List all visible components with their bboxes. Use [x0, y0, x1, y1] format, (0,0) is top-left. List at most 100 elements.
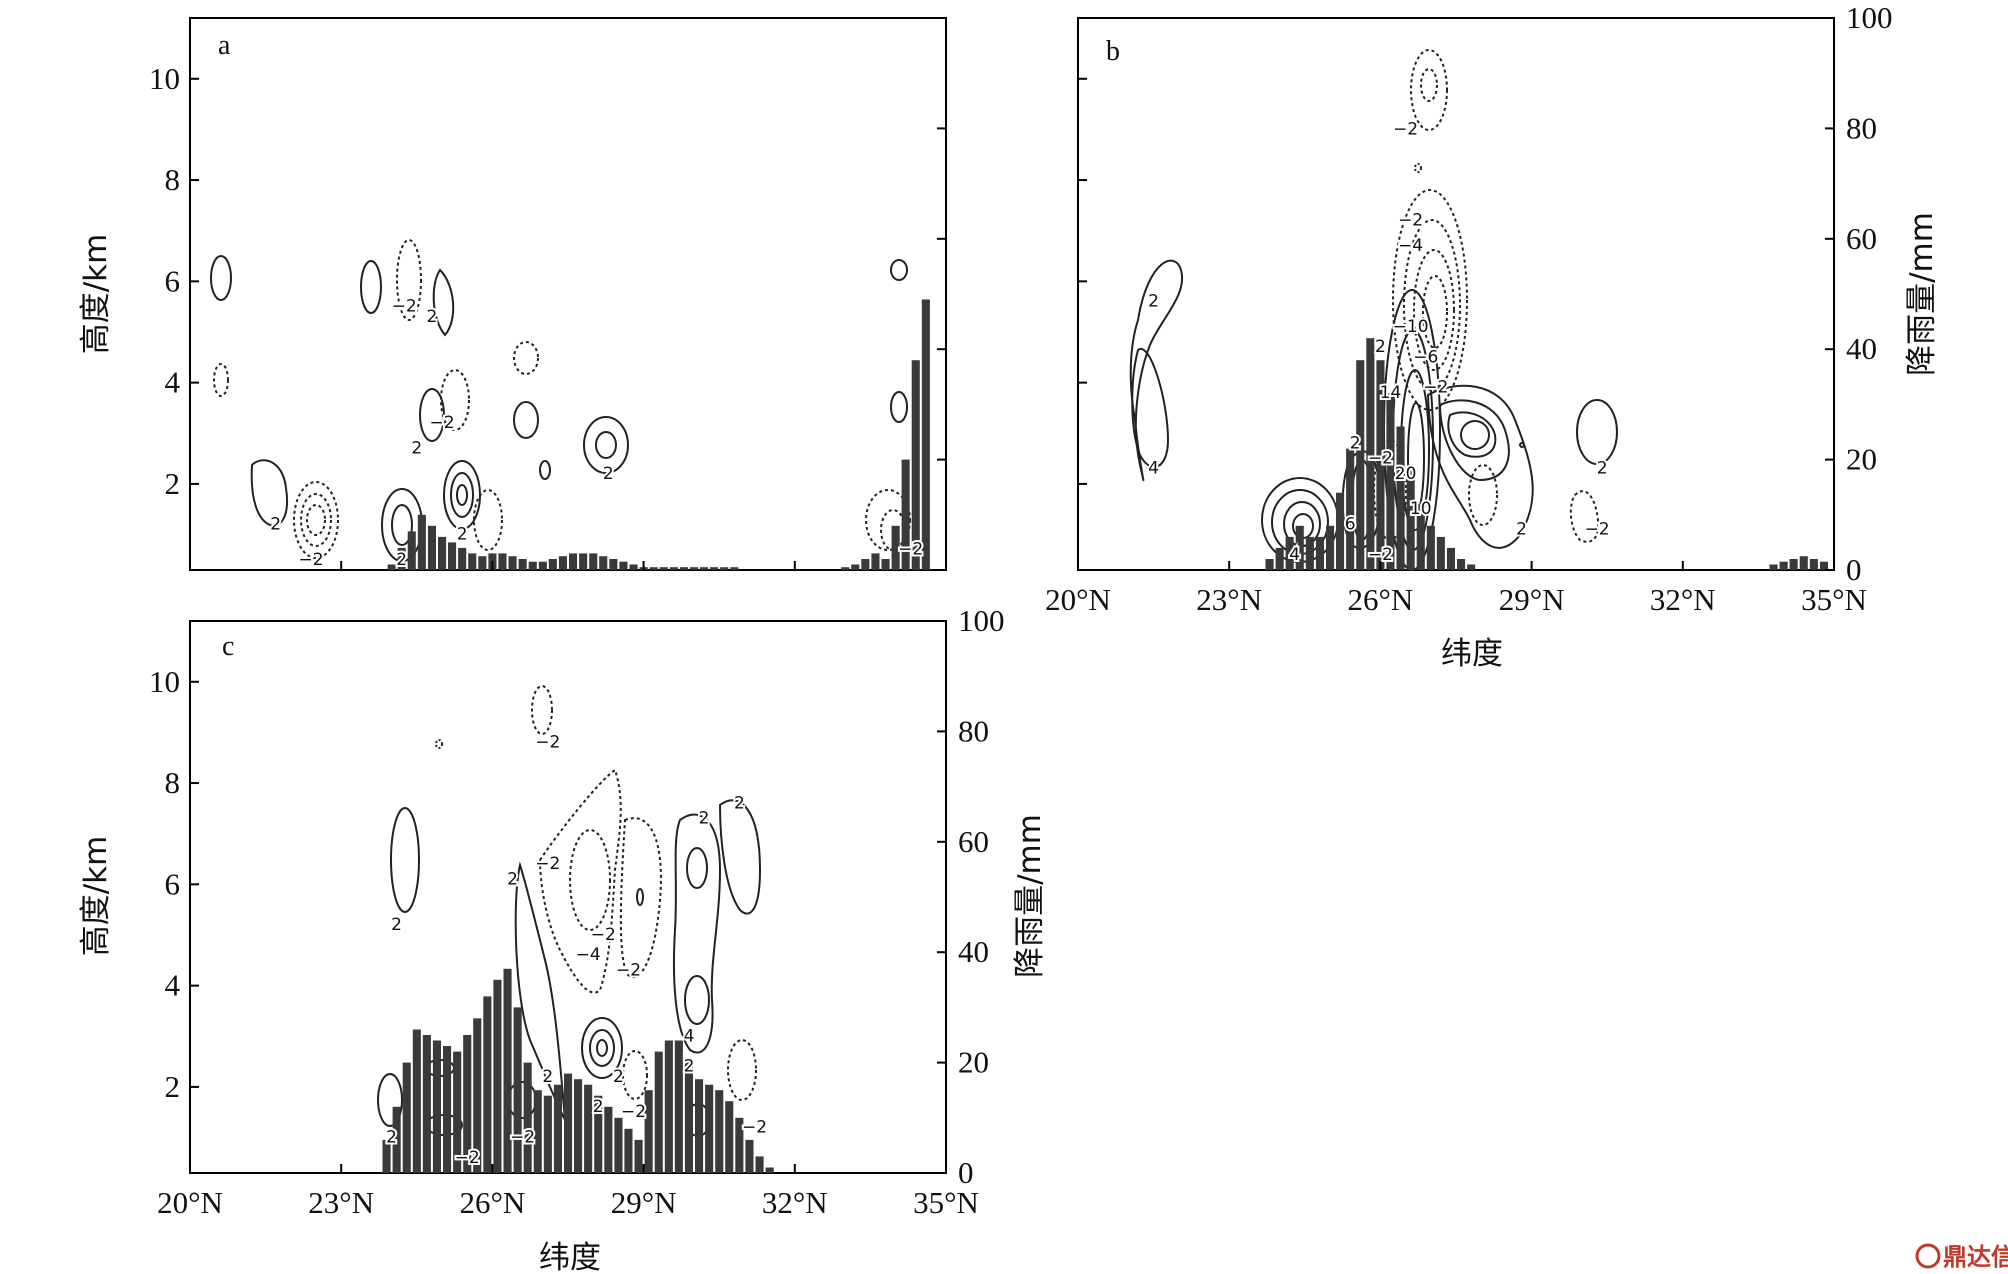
- y2-tick-label: 40: [1846, 331, 1877, 366]
- rain-bar: [453, 1051, 462, 1173]
- rain-bar: [564, 1073, 573, 1173]
- rain-bar: [705, 1084, 714, 1173]
- rain-bar: [543, 1095, 552, 1173]
- contour-label: 2: [613, 1067, 624, 1087]
- rain-bar: [1386, 393, 1395, 570]
- rain-bar: [765, 1167, 774, 1173]
- contour-label: −2: [1585, 520, 1610, 540]
- y-axis-title-c: 高度/km: [78, 836, 114, 957]
- rain-bar: [518, 559, 527, 570]
- panel-label-a: a: [218, 30, 231, 61]
- rain-bar: [478, 556, 487, 570]
- contour-label: 4: [684, 1026, 695, 1046]
- rain-bar: [1809, 559, 1818, 570]
- rain-bar: [513, 1007, 522, 1173]
- rain-bar: [438, 536, 447, 570]
- contour-label: 2: [457, 525, 468, 545]
- rain-bar: [1275, 547, 1284, 570]
- y-tick-label: 6: [165, 866, 181, 901]
- contour-label: 2: [270, 514, 281, 534]
- contour-label: −2: [298, 550, 323, 570]
- rain-bar: [558, 556, 567, 570]
- rain-bar: [599, 556, 608, 570]
- contour-label: 4: [1148, 459, 1159, 479]
- rain-bar: [921, 299, 930, 570]
- rain-bar: [710, 567, 719, 570]
- contour-label: 2: [411, 439, 422, 459]
- dingdaxin-logo-icon: [1915, 1243, 1941, 1269]
- rain-bar: [720, 567, 729, 570]
- rain-bar: [422, 1035, 431, 1173]
- rain-bar: [715, 1090, 724, 1173]
- contour-label: 2: [684, 1057, 695, 1077]
- rain-bar: [690, 567, 699, 570]
- rain-bar: [1819, 561, 1828, 570]
- y2-tick-label: 60: [958, 824, 989, 859]
- rain-bar: [1346, 448, 1355, 570]
- rain-bar: [614, 1117, 623, 1173]
- contour-label: 6: [1345, 514, 1356, 534]
- rain-bar: [735, 1117, 744, 1173]
- plot-area-b: [1077, 17, 1835, 571]
- contour-label: 2: [699, 809, 710, 829]
- y-tick-label: 2: [165, 466, 181, 501]
- contour-label: −2: [455, 1148, 480, 1168]
- rain-bar: [891, 525, 900, 570]
- contour-label: 2: [734, 793, 745, 813]
- rain-bar: [1285, 536, 1294, 570]
- panel-a: −2 2 −2 2 2 2 2 2 −2 −2 2 4 6 8 10 a 高度/km: [78, 17, 947, 572]
- rain-bar: [674, 1040, 683, 1173]
- rain-bar: [407, 531, 416, 570]
- contour-label: 2: [396, 550, 407, 570]
- contour-label: −4: [576, 945, 601, 965]
- bar-series-c: [382, 968, 774, 1173]
- y-tick-label: 10: [149, 61, 180, 96]
- rain-bar: [427, 525, 436, 570]
- rain-bar: [604, 1106, 613, 1173]
- contour-label: 2: [391, 915, 402, 935]
- rain-bar: [629, 564, 638, 570]
- rain-bar: [634, 1139, 643, 1173]
- rain-bar: [1779, 561, 1788, 570]
- rain-bar: [654, 1051, 663, 1173]
- y2-tick-label: 60: [1846, 221, 1877, 256]
- rain-bar: [755, 1156, 764, 1173]
- rain-bar: [538, 561, 547, 570]
- y-axis-title-a: 高度/km: [78, 234, 114, 355]
- contour-label: −2: [616, 960, 641, 980]
- rain-bar: [412, 1029, 421, 1173]
- contour-label: −2: [1423, 378, 1448, 398]
- contour-label: −6: [1413, 347, 1438, 367]
- contour-label: −2: [591, 925, 616, 945]
- contour-label: 2: [1350, 433, 1361, 453]
- rain-bar: [1336, 492, 1345, 570]
- rain-bar: [579, 553, 588, 570]
- bar-series-b: [1265, 338, 1828, 570]
- rain-bar: [397, 547, 406, 570]
- axes-b: 20°N 23°N 26°N 29°N 32°N 35°N0 20 40 60 80 100: [1045, 0, 1892, 617]
- x-tick-label: 26°N: [1348, 582, 1414, 617]
- axes-a: 2 4 6 8 10: [149, 17, 947, 571]
- contour-label: −2: [1398, 211, 1423, 231]
- rain-bar: [382, 1139, 391, 1173]
- rain-bar: [448, 542, 457, 570]
- y2-tick-label: 80: [958, 713, 989, 748]
- rain-bar: [1467, 564, 1476, 570]
- rain-bar: [387, 564, 396, 570]
- rain-bar: [664, 1040, 673, 1173]
- x-tick-label: 29°N: [1499, 582, 1565, 617]
- contour-label: 2: [1375, 337, 1386, 357]
- y-tick-label: 10: [149, 664, 180, 699]
- y2-tick-label: 20: [1846, 442, 1877, 477]
- rain-bar: [574, 1079, 583, 1173]
- x-tick-label: 23°N: [1196, 582, 1262, 617]
- rain-bar: [483, 996, 492, 1173]
- rain-bar: [619, 561, 628, 570]
- rain-bar: [1326, 525, 1335, 570]
- contour-label: 4: [1289, 545, 1300, 565]
- plot-area-a: [189, 17, 947, 571]
- contour-label: 2: [1148, 292, 1159, 312]
